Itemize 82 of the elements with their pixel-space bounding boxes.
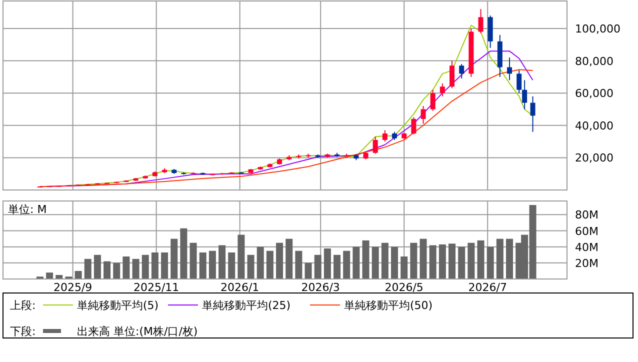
legend-label: 単純移動平均(25) (202, 299, 291, 312)
y-tick-label: 80M (575, 208, 598, 222)
bar (266, 250, 274, 279)
x-tick-label: 2025/11 (133, 281, 180, 294)
bar (180, 228, 188, 279)
candlestick (516, 70, 522, 94)
bar (295, 250, 302, 279)
bar (228, 252, 236, 279)
bar (506, 238, 514, 279)
annotation: 単位: M (8, 203, 47, 216)
bar (218, 245, 226, 279)
bar (208, 250, 216, 279)
y-tick-label: 100,000 (575, 22, 620, 36)
candlestick (430, 89, 436, 112)
x-tick-label: 2026/5 (384, 281, 424, 294)
bar (199, 252, 206, 279)
bar (151, 252, 158, 279)
bar (352, 246, 360, 279)
bar (238, 234, 245, 279)
legend-label: 単純移動平均(50) (344, 299, 433, 312)
bar (247, 254, 254, 279)
x-tick-label: 2025/9 (53, 281, 92, 294)
y-tick-label: 20,000 (575, 152, 614, 165)
bar (372, 246, 379, 279)
candlestick (530, 96, 536, 132)
x-tick-label: 2026/1 (220, 281, 260, 294)
bar (343, 250, 350, 279)
candlestick (372, 136, 378, 154)
bar (74, 270, 82, 279)
bar (304, 262, 312, 279)
bar (256, 246, 264, 279)
legend-label: 単純移動平均(5) (77, 299, 159, 312)
y-tick-label: 20M (575, 256, 598, 270)
x-tick-label: 2026/3 (301, 281, 340, 294)
candlestick (478, 8, 484, 34)
bar (381, 242, 388, 279)
bar (420, 238, 427, 279)
bar (170, 238, 178, 279)
bar (314, 254, 322, 279)
bar (391, 246, 398, 279)
bar (468, 242, 475, 279)
bar (334, 254, 341, 279)
legend-title: 下段: (10, 325, 36, 338)
legend-title: 上段: (10, 299, 36, 312)
bar (122, 256, 130, 279)
bar (400, 256, 408, 279)
candlestick (522, 80, 528, 110)
bar (362, 240, 370, 279)
bar (448, 244, 456, 279)
bar (161, 252, 168, 279)
x-tick-label: 2026/7 (468, 281, 507, 294)
y-tick-label: 80,000 (575, 54, 614, 68)
y-tick-label: 40M (575, 240, 598, 254)
bar (94, 254, 101, 279)
candlestick (507, 57, 512, 81)
y-tick-label: 40,000 (575, 119, 614, 132)
legend-label: 出来高 単位:(M株/口/枚) (77, 325, 198, 338)
bar (458, 246, 466, 279)
bar (496, 238, 504, 279)
bar (132, 258, 140, 279)
bar (113, 262, 120, 279)
bar (486, 246, 494, 279)
candlestick (440, 82, 445, 97)
bar (142, 254, 149, 279)
y-tick-label: 60M (575, 224, 598, 238)
bar (438, 244, 446, 279)
bar (429, 245, 436, 279)
bar (104, 261, 111, 279)
y-tick-label: 60,000 (575, 87, 614, 100)
candlestick (459, 64, 464, 80)
bar (190, 242, 197, 279)
bar (286, 238, 293, 279)
candlestick (420, 106, 426, 124)
bar (276, 242, 284, 279)
candlestick (411, 116, 416, 135)
candlestick (382, 130, 388, 142)
bar (324, 248, 331, 279)
bar (46, 272, 54, 279)
candlestick (450, 60, 455, 89)
bar (477, 240, 484, 279)
bar (84, 258, 92, 279)
bar (410, 242, 418, 279)
